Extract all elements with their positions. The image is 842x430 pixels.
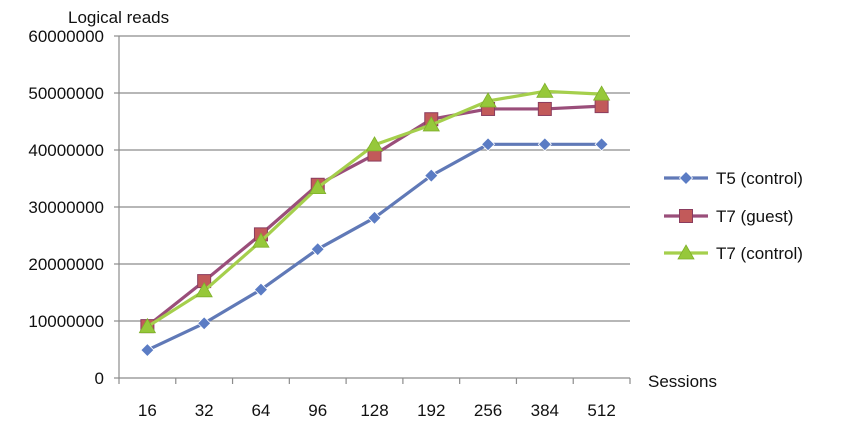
series-line: [146, 89, 602, 329]
x-tick-label: 192: [417, 401, 445, 420]
legend: T5 (control) T7 (guest) T7 (control): [664, 169, 803, 263]
grid-lines: [119, 35, 630, 322]
data-point: [367, 210, 382, 225]
series-3: [138, 82, 611, 334]
y-tick-label: 60000000: [28, 27, 104, 46]
data-point: [422, 116, 440, 132]
data-point: [592, 85, 611, 101]
x-tick-label: 256: [474, 401, 502, 420]
y-tick-label: 50000000: [28, 84, 104, 103]
y-tick-label: 40000000: [28, 141, 104, 160]
legend-label: T7 (guest): [716, 207, 793, 226]
data-point: [594, 99, 609, 114]
x-axis-title: Sessions: [648, 372, 717, 391]
data-point: [424, 168, 439, 183]
y-tick-label: 20000000: [28, 255, 104, 274]
y-tick-label: 0: [95, 369, 104, 388]
axes: [114, 35, 631, 384]
x-tick-label: 32: [195, 401, 214, 420]
data-point: [140, 343, 155, 358]
data-point: [479, 92, 497, 108]
data-point: [252, 232, 270, 248]
y-tick-label: 10000000: [28, 312, 104, 331]
data-point: [537, 101, 552, 116]
legend-label: T5 (control): [716, 169, 803, 188]
legend-item: T7 (control): [664, 244, 803, 263]
series-1: [140, 137, 609, 358]
data-point: [480, 137, 496, 152]
y-tick-label: 30000000: [28, 198, 104, 217]
x-tick-label: 512: [587, 401, 615, 420]
x-tick-label: 128: [360, 401, 388, 420]
legend-marker: [677, 244, 695, 260]
y-tick-labels: 0 10000000 20000000 30000000 40000000 5000000…: [28, 27, 104, 388]
x-tick-label: 16: [138, 401, 157, 420]
data-point: [195, 281, 213, 298]
data-point: [197, 316, 212, 331]
data-point: [365, 136, 384, 152]
x-tick-labels: 16 32 64 96 128 192 256 384 512: [138, 401, 616, 420]
y-axis-title: Logical reads: [68, 8, 169, 27]
data-point: [309, 178, 327, 195]
data-point: [536, 82, 554, 98]
legend-marker: [679, 209, 693, 223]
legend-label: T7 (control): [716, 244, 803, 263]
legend-marker: [678, 170, 694, 186]
data-point: [138, 317, 157, 334]
data-point: [537, 137, 552, 152]
data-point: [594, 137, 609, 152]
legend-item: T5 (control): [664, 169, 803, 188]
data-point: [253, 282, 269, 297]
x-tick-label: 384: [531, 401, 559, 420]
series-group: [138, 82, 611, 358]
legend-item: T7 (guest): [664, 207, 793, 226]
x-tick-label: 64: [251, 401, 270, 420]
x-tick-label: 96: [308, 401, 327, 420]
data-point: [310, 242, 325, 257]
series-line: [146, 142, 602, 352]
